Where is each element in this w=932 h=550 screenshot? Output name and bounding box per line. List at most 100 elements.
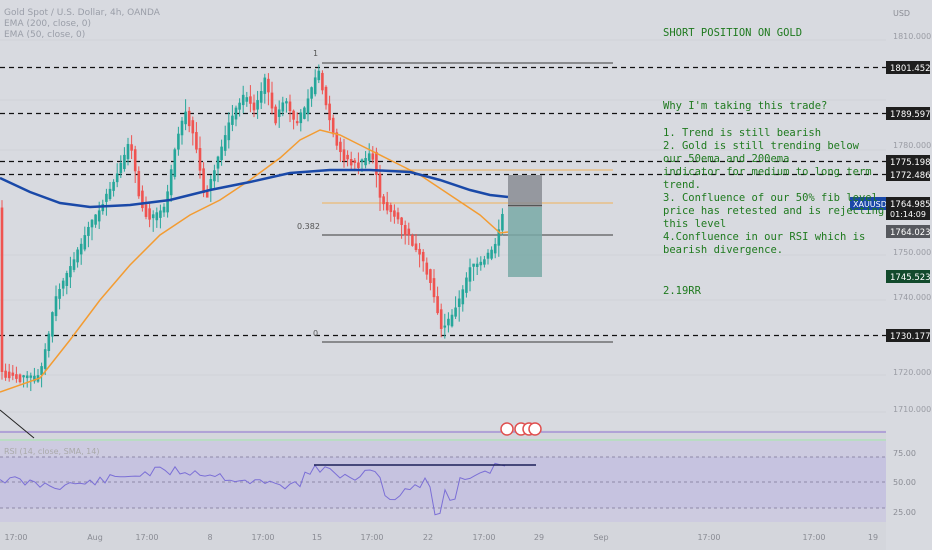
candle-body[interactable]	[367, 153, 371, 161]
candle-body[interactable]	[184, 111, 187, 125]
candle-body[interactable]	[65, 272, 69, 286]
candle-body[interactable]	[335, 132, 339, 146]
candle-body[interactable]	[310, 87, 313, 99]
candle-body[interactable]	[7, 371, 11, 379]
candle-body[interactable]	[227, 122, 231, 141]
candle-body[interactable]	[385, 202, 389, 211]
candle-body[interactable]	[205, 191, 209, 198]
candle-body[interactable]	[393, 210, 396, 217]
candle-body[interactable]	[115, 173, 119, 183]
candle-body[interactable]	[72, 259, 76, 270]
candle-body[interactable]	[22, 375, 25, 378]
candle-body[interactable]	[439, 309, 443, 329]
candle-body[interactable]	[0, 207, 4, 373]
candle-body[interactable]	[450, 314, 454, 327]
candle-body[interactable]	[180, 120, 184, 136]
candle-body[interactable]	[443, 325, 447, 328]
candle-body[interactable]	[177, 133, 180, 150]
candle-body[interactable]	[162, 206, 166, 213]
time-axis[interactable]: 17:00 Aug 17:00 8 17:00 15 17:00 22 17:00 29 Sep 17…	[4, 533, 878, 542]
candle-body[interactable]	[137, 171, 141, 197]
candle-body[interactable]	[18, 374, 22, 383]
candle-body[interactable]	[371, 153, 375, 160]
candle-body[interactable]	[231, 115, 234, 125]
candle-body[interactable]	[303, 107, 306, 119]
candle-body[interactable]	[105, 193, 108, 202]
candlesticks[interactable]	[0, 64, 504, 392]
level-badge[interactable]	[886, 329, 930, 342]
rsi-indicator[interactable]: RSI (14, close, SMA, 14) 75.00 50.00 25.…	[0, 447, 916, 517]
stop-loss-zone[interactable]	[508, 175, 542, 204]
candle-body[interactable]	[483, 259, 486, 265]
candle-body[interactable]	[274, 106, 277, 124]
candle-body[interactable]	[159, 210, 162, 218]
candle-body[interactable]	[418, 248, 421, 255]
candle-body[interactable]	[396, 212, 400, 220]
current-price-badge[interactable]	[886, 197, 930, 220]
candle-body[interactable]	[94, 214, 97, 225]
candle-body[interactable]	[47, 333, 51, 351]
candle-body[interactable]	[324, 86, 328, 106]
candle-body[interactable]	[497, 229, 501, 246]
candle-body[interactable]	[51, 312, 54, 337]
candle-body[interactable]	[447, 318, 450, 326]
candle-body[interactable]	[339, 141, 342, 153]
candle-body[interactable]	[76, 249, 79, 263]
level-badge[interactable]	[886, 168, 930, 181]
candle-body[interactable]	[169, 169, 173, 196]
candle-body[interactable]	[457, 298, 461, 308]
candle-body[interactable]	[15, 374, 18, 379]
candle-body[interactable]	[238, 102, 241, 110]
candle-body[interactable]	[306, 98, 310, 115]
level-badge[interactable]	[886, 107, 930, 120]
candle-body[interactable]	[407, 228, 411, 236]
candle-body[interactable]	[241, 94, 245, 106]
candle-body[interactable]	[328, 103, 331, 121]
candle-body[interactable]	[97, 210, 101, 222]
level-badge[interactable]	[886, 270, 930, 283]
us-flag-icon[interactable]	[528, 422, 542, 436]
candle-body[interactable]	[360, 159, 364, 162]
candle-body[interactable]	[400, 217, 403, 225]
candle-body[interactable]	[321, 72, 324, 91]
candle-body[interactable]	[216, 156, 220, 169]
candle-body[interactable]	[486, 252, 490, 259]
candle-body[interactable]	[313, 77, 317, 95]
candle-body[interactable]	[263, 77, 267, 94]
candle-body[interactable]	[249, 96, 252, 104]
symbol-badge[interactable]	[850, 197, 886, 210]
price-pane[interactable]	[0, 0, 886, 430]
candle-body[interactable]	[130, 144, 133, 151]
candle-body[interactable]	[112, 181, 115, 191]
candle-body[interactable]	[29, 375, 33, 378]
candle-body[interactable]	[414, 243, 418, 251]
candle-body[interactable]	[40, 366, 43, 376]
candle-body[interactable]	[461, 289, 465, 305]
candle-body[interactable]	[54, 296, 58, 317]
candle-body[interactable]	[411, 235, 414, 246]
candle-body[interactable]	[58, 288, 61, 299]
candle-body[interactable]	[202, 168, 205, 194]
candle-body[interactable]	[432, 278, 436, 298]
candle-body[interactable]	[155, 212, 159, 221]
take-profit-zone[interactable]	[508, 207, 542, 277]
price-axis[interactable]: USD 1810.000 1780.000 1750.000 1740.000 …	[850, 9, 931, 414]
ema50-line[interactable]	[0, 129, 509, 393]
economic-events[interactable]	[500, 422, 542, 436]
candle-body[interactable]	[364, 157, 367, 166]
candle-body[interactable]	[191, 120, 195, 134]
candle-body[interactable]	[270, 92, 274, 109]
us-flag-icon[interactable]	[500, 422, 514, 436]
candle-body[interactable]	[79, 243, 83, 255]
candle-body[interactable]	[209, 178, 213, 191]
level-badge[interactable]	[886, 155, 930, 168]
candle-body[interactable]	[119, 162, 123, 174]
candle-body[interactable]	[213, 170, 216, 182]
candle-body[interactable]	[126, 143, 130, 160]
candle-body[interactable]	[133, 149, 137, 172]
candle-body[interactable]	[317, 70, 321, 81]
horizontal-levels[interactable]	[0, 66, 886, 337]
candle-body[interactable]	[234, 107, 238, 120]
level-badge[interactable]	[886, 225, 930, 238]
